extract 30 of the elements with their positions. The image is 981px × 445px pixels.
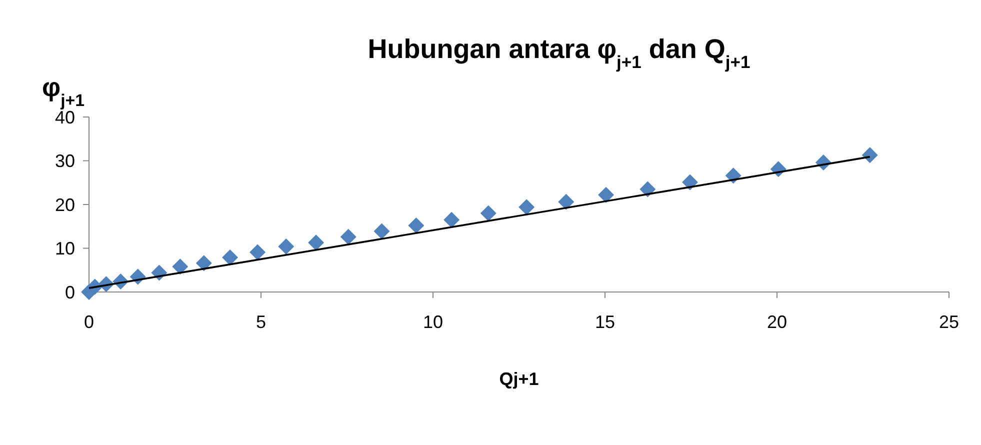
point	[340, 228, 356, 245]
y-tick-label: 10	[54, 238, 75, 259]
x-tick-label: 25	[938, 312, 960, 332]
point	[222, 249, 238, 266]
y-axis-title: φ$_{j+1}$	[42, 72, 85, 110]
point	[172, 258, 188, 275]
point	[408, 218, 424, 234]
point	[682, 174, 698, 190]
x-tick-label: 5	[256, 312, 266, 332]
point	[278, 238, 294, 254]
point	[308, 234, 324, 251]
point	[862, 147, 878, 164]
point	[374, 223, 390, 240]
x-tick-label: 20	[766, 312, 788, 332]
point	[518, 199, 535, 216]
y-tick-label: 20	[54, 194, 75, 215]
point	[558, 194, 574, 210]
y-tick-label: 0	[64, 282, 75, 302]
point	[250, 244, 266, 260]
point	[598, 186, 614, 203]
y-tick-label: 30	[54, 151, 75, 172]
point	[480, 205, 496, 222]
point	[196, 255, 212, 272]
x-axis-title: Qj+1	[499, 369, 539, 389]
chart-title: Hubungan antara φ$_{j+1}$ dan Q$_{j+1}$	[368, 34, 751, 72]
x-tick-label: 15	[594, 312, 616, 332]
point	[444, 212, 460, 228]
x-tick-label: 10	[422, 312, 444, 332]
point	[640, 181, 656, 198]
x-tick-label: 0	[84, 312, 94, 332]
